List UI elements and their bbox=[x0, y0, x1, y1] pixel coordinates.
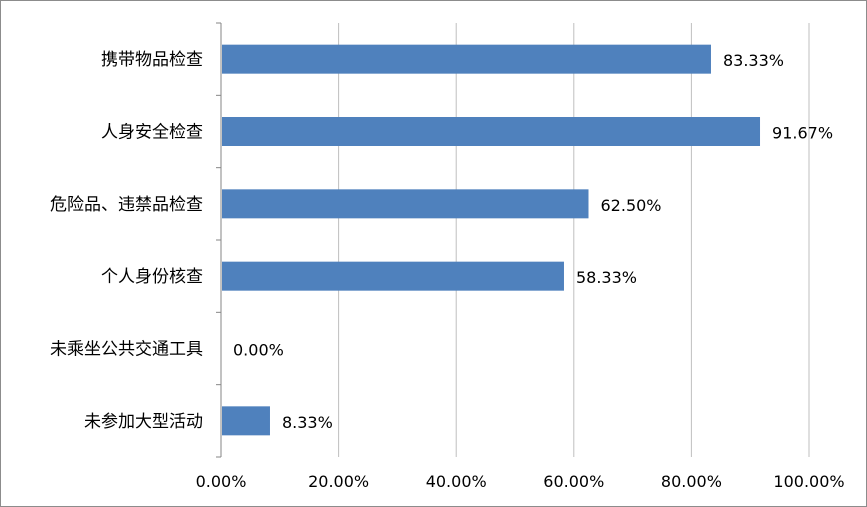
axis-layer bbox=[216, 22, 222, 458]
bar bbox=[222, 261, 564, 291]
x-tick-label: 0.00% bbox=[196, 472, 247, 491]
data-label: 0.00% bbox=[233, 341, 284, 360]
data-label: 58.33% bbox=[576, 268, 637, 287]
bar bbox=[222, 44, 711, 74]
data-label: 8.33% bbox=[282, 413, 333, 432]
x-tick-label: 80.00% bbox=[661, 472, 722, 491]
x-tick-label: 20.00% bbox=[308, 472, 369, 491]
data-label: 62.50% bbox=[601, 196, 662, 215]
bar bbox=[222, 117, 761, 146]
grid-layer bbox=[338, 23, 810, 457]
category-label: 危险品、违禁品检查 bbox=[50, 195, 203, 215]
data-label: 83.33% bbox=[723, 51, 784, 70]
category-label: 未参加大型活动 bbox=[84, 412, 203, 432]
category-label: 人身安全检查 bbox=[101, 123, 203, 143]
label-layer: 0.00% 20.00% 40.00% 60.00% 80.00% 100.00% 携带物品… bbox=[50, 50, 845, 491]
bar bbox=[222, 189, 589, 219]
bar-layer bbox=[222, 44, 761, 436]
data-label: 91.67% bbox=[772, 124, 833, 143]
category-label: 个人身份核查 bbox=[101, 267, 203, 287]
category-label: 携带物品检查 bbox=[101, 50, 203, 70]
category-label: 未乘坐公共交通工具 bbox=[50, 340, 203, 360]
x-tick-label: 60.00% bbox=[543, 472, 604, 491]
x-tick-label: 100.00% bbox=[773, 472, 844, 491]
bar bbox=[222, 406, 270, 436]
x-tick-label: 40.00% bbox=[426, 472, 487, 491]
